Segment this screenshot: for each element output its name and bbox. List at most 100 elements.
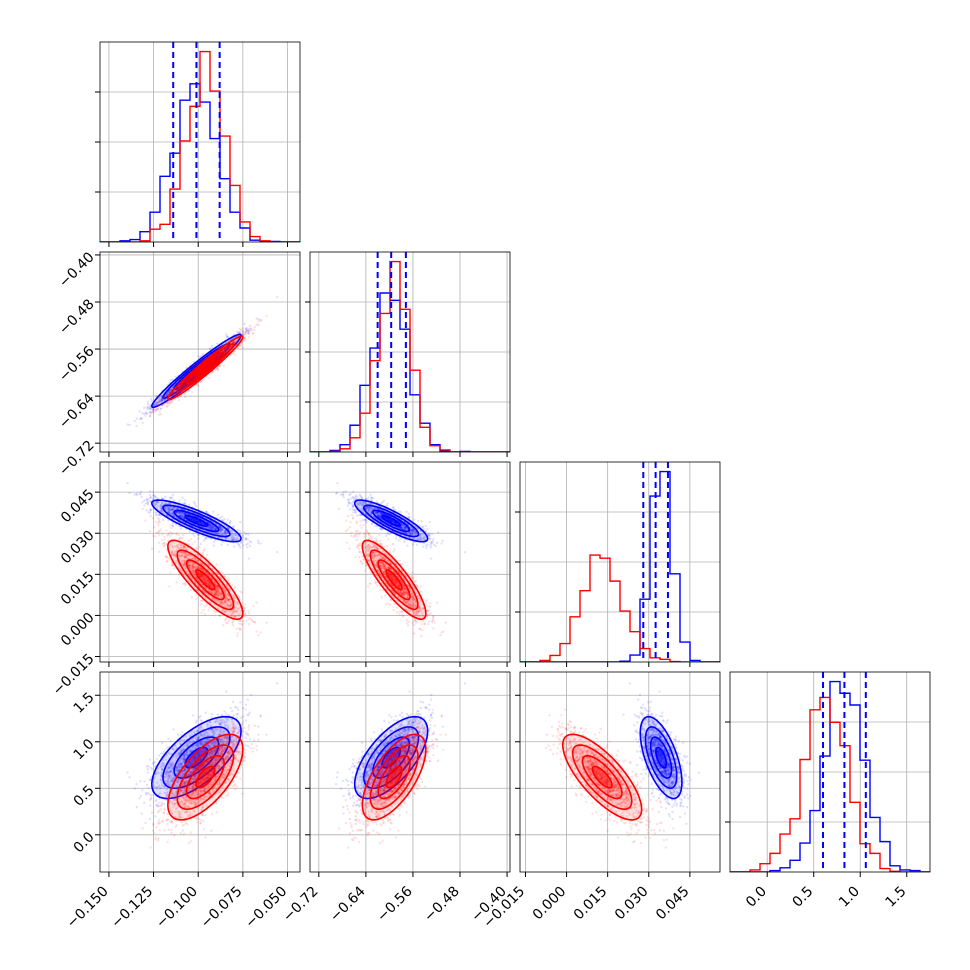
scatter-point bbox=[180, 511, 183, 515]
scatter-point bbox=[177, 399, 181, 402]
scatter-point bbox=[169, 508, 173, 512]
scatter-point bbox=[175, 391, 178, 395]
scatter-point bbox=[183, 384, 186, 387]
scatter-point bbox=[237, 346, 240, 349]
scatter-point bbox=[209, 524, 212, 528]
scatter-point bbox=[246, 327, 249, 330]
scatter-point bbox=[216, 357, 219, 360]
scatter-point bbox=[189, 517, 192, 521]
scatter-point bbox=[169, 534, 172, 538]
scatter-point bbox=[178, 499, 181, 502]
scatter-point bbox=[173, 392, 176, 395]
scatter-point bbox=[216, 368, 220, 372]
scatter-point bbox=[161, 501, 164, 505]
scatter-point bbox=[156, 401, 159, 404]
scatter-point bbox=[246, 329, 249, 333]
scatter-point bbox=[191, 518, 194, 522]
scatter-point bbox=[225, 349, 229, 353]
scatter-point bbox=[193, 502, 197, 506]
scatter-point bbox=[166, 400, 169, 403]
scatter-point bbox=[276, 295, 279, 299]
scatter-point bbox=[177, 396, 180, 399]
scatter-point bbox=[167, 519, 170, 522]
scatter-point bbox=[159, 412, 162, 416]
scatter-point bbox=[158, 534, 161, 537]
scatter-point bbox=[160, 504, 163, 507]
scatter-point bbox=[159, 398, 163, 402]
scatter-point bbox=[161, 398, 164, 402]
scatter-point bbox=[159, 407, 163, 410]
scatter-point bbox=[171, 524, 174, 528]
histogram-step bbox=[310, 260, 510, 452]
scatter-point bbox=[236, 632, 239, 635]
scatter-point bbox=[163, 396, 167, 399]
scatter-point bbox=[179, 511, 182, 514]
ytick-label: −0.40 bbox=[56, 249, 98, 291]
scatter-point bbox=[184, 384, 188, 387]
scatter-point bbox=[176, 507, 180, 511]
scatter-point bbox=[245, 543, 248, 547]
scatter-point bbox=[244, 537, 248, 541]
scatter-point bbox=[227, 347, 231, 350]
scatter-point bbox=[234, 532, 237, 535]
scatter-point bbox=[224, 529, 227, 532]
scatter-point bbox=[179, 511, 183, 515]
scatter-point bbox=[215, 356, 219, 360]
scatter-point bbox=[181, 496, 184, 499]
scatter-point bbox=[250, 327, 254, 330]
scatter-point bbox=[169, 389, 173, 392]
scatter-point bbox=[242, 339, 245, 343]
scatter-point bbox=[144, 502, 148, 505]
scatter-point bbox=[249, 327, 252, 331]
scatter-point bbox=[225, 335, 228, 339]
scatter-point bbox=[238, 344, 241, 347]
scatter-point bbox=[200, 522, 203, 525]
scatter-point bbox=[175, 581, 178, 584]
scatter-point bbox=[179, 527, 183, 530]
scatter-point bbox=[226, 339, 230, 342]
scatter-point bbox=[255, 323, 258, 326]
scatter-point bbox=[165, 402, 169, 405]
scatter-point bbox=[160, 394, 163, 398]
scatter-point bbox=[141, 501, 144, 504]
scatter-point bbox=[211, 371, 214, 374]
scatter-point bbox=[147, 511, 150, 514]
panel-content bbox=[310, 252, 510, 452]
scatter-point bbox=[176, 507, 179, 511]
scatter-point bbox=[180, 385, 184, 389]
scatter-point bbox=[209, 525, 212, 529]
scatter-point bbox=[236, 340, 239, 343]
scatter-point bbox=[166, 392, 169, 395]
scatter-point bbox=[201, 356, 204, 360]
scatter-point bbox=[171, 493, 175, 497]
scatter-point bbox=[243, 531, 246, 534]
scatter-point bbox=[229, 345, 233, 348]
scatter-point bbox=[164, 507, 168, 511]
scatter-point bbox=[247, 533, 250, 536]
scatter-point bbox=[215, 357, 219, 361]
scatter-point bbox=[217, 355, 220, 358]
scatter-point bbox=[219, 530, 223, 533]
scatter-point bbox=[234, 342, 238, 346]
scatter-point bbox=[228, 522, 232, 525]
scatter-point bbox=[232, 341, 235, 344]
scatter-point bbox=[245, 328, 248, 331]
scatter-point bbox=[233, 350, 236, 353]
scatter-point bbox=[259, 631, 262, 634]
scatter-point bbox=[168, 400, 171, 403]
scatter-point bbox=[173, 393, 176, 396]
scatter-point bbox=[146, 408, 150, 411]
scatter-point bbox=[158, 413, 161, 416]
scatter-point bbox=[157, 404, 160, 408]
scatter-point bbox=[257, 317, 260, 321]
scatter-point bbox=[152, 409, 155, 412]
scatter-point bbox=[152, 408, 155, 411]
scatter-point bbox=[204, 536, 207, 539]
scatter-point bbox=[225, 335, 229, 338]
scatter-point bbox=[244, 537, 248, 540]
scatter-point bbox=[220, 515, 224, 519]
scatter-point bbox=[135, 417, 139, 420]
scatter-point bbox=[154, 394, 158, 397]
scatter-point bbox=[218, 355, 221, 358]
scatter-point bbox=[183, 499, 187, 502]
